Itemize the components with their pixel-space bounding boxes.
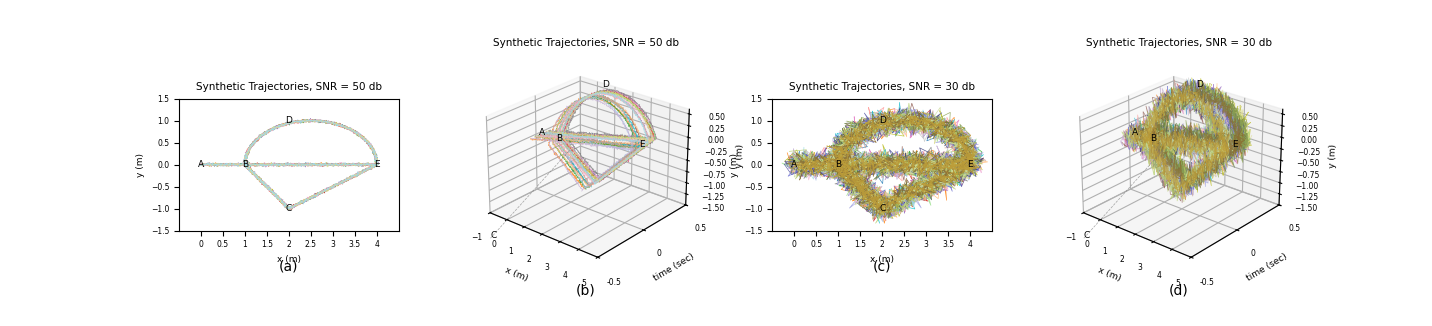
Title: Synthetic Trajectories, SNR = 30 db: Synthetic Trajectories, SNR = 30 db <box>789 82 975 92</box>
Text: D: D <box>879 116 885 125</box>
Title: Synthetic Trajectories, SNR = 50 db: Synthetic Trajectories, SNR = 50 db <box>196 82 382 92</box>
X-axis label: x (m): x (m) <box>1097 266 1123 283</box>
Title: Synthetic Trajectories, SNR = 30 db: Synthetic Trajectories, SNR = 30 db <box>1085 38 1272 49</box>
Y-axis label: time (sec): time (sec) <box>652 252 696 283</box>
Text: C: C <box>286 204 292 213</box>
Title: Synthetic Trajectories, SNR = 50 db: Synthetic Trajectories, SNR = 50 db <box>493 38 679 49</box>
X-axis label: x (m): x (m) <box>504 266 530 283</box>
Text: A: A <box>198 160 203 169</box>
Text: (a): (a) <box>279 259 299 274</box>
Text: E: E <box>968 160 972 169</box>
Y-axis label: y (m): y (m) <box>729 153 739 177</box>
Text: E: E <box>374 160 379 169</box>
Text: B: B <box>242 160 248 169</box>
Text: (b): (b) <box>576 283 596 297</box>
Text: C: C <box>879 204 885 213</box>
Text: (c): (c) <box>874 259 892 274</box>
Y-axis label: y (m): y (m) <box>136 153 145 177</box>
X-axis label: x (m): x (m) <box>871 255 894 264</box>
Text: B: B <box>835 160 842 169</box>
X-axis label: x (m): x (m) <box>276 255 301 264</box>
Text: D: D <box>285 116 292 125</box>
Text: A: A <box>792 160 798 169</box>
Y-axis label: time (sec): time (sec) <box>1244 252 1289 283</box>
Text: (d): (d) <box>1169 283 1189 297</box>
